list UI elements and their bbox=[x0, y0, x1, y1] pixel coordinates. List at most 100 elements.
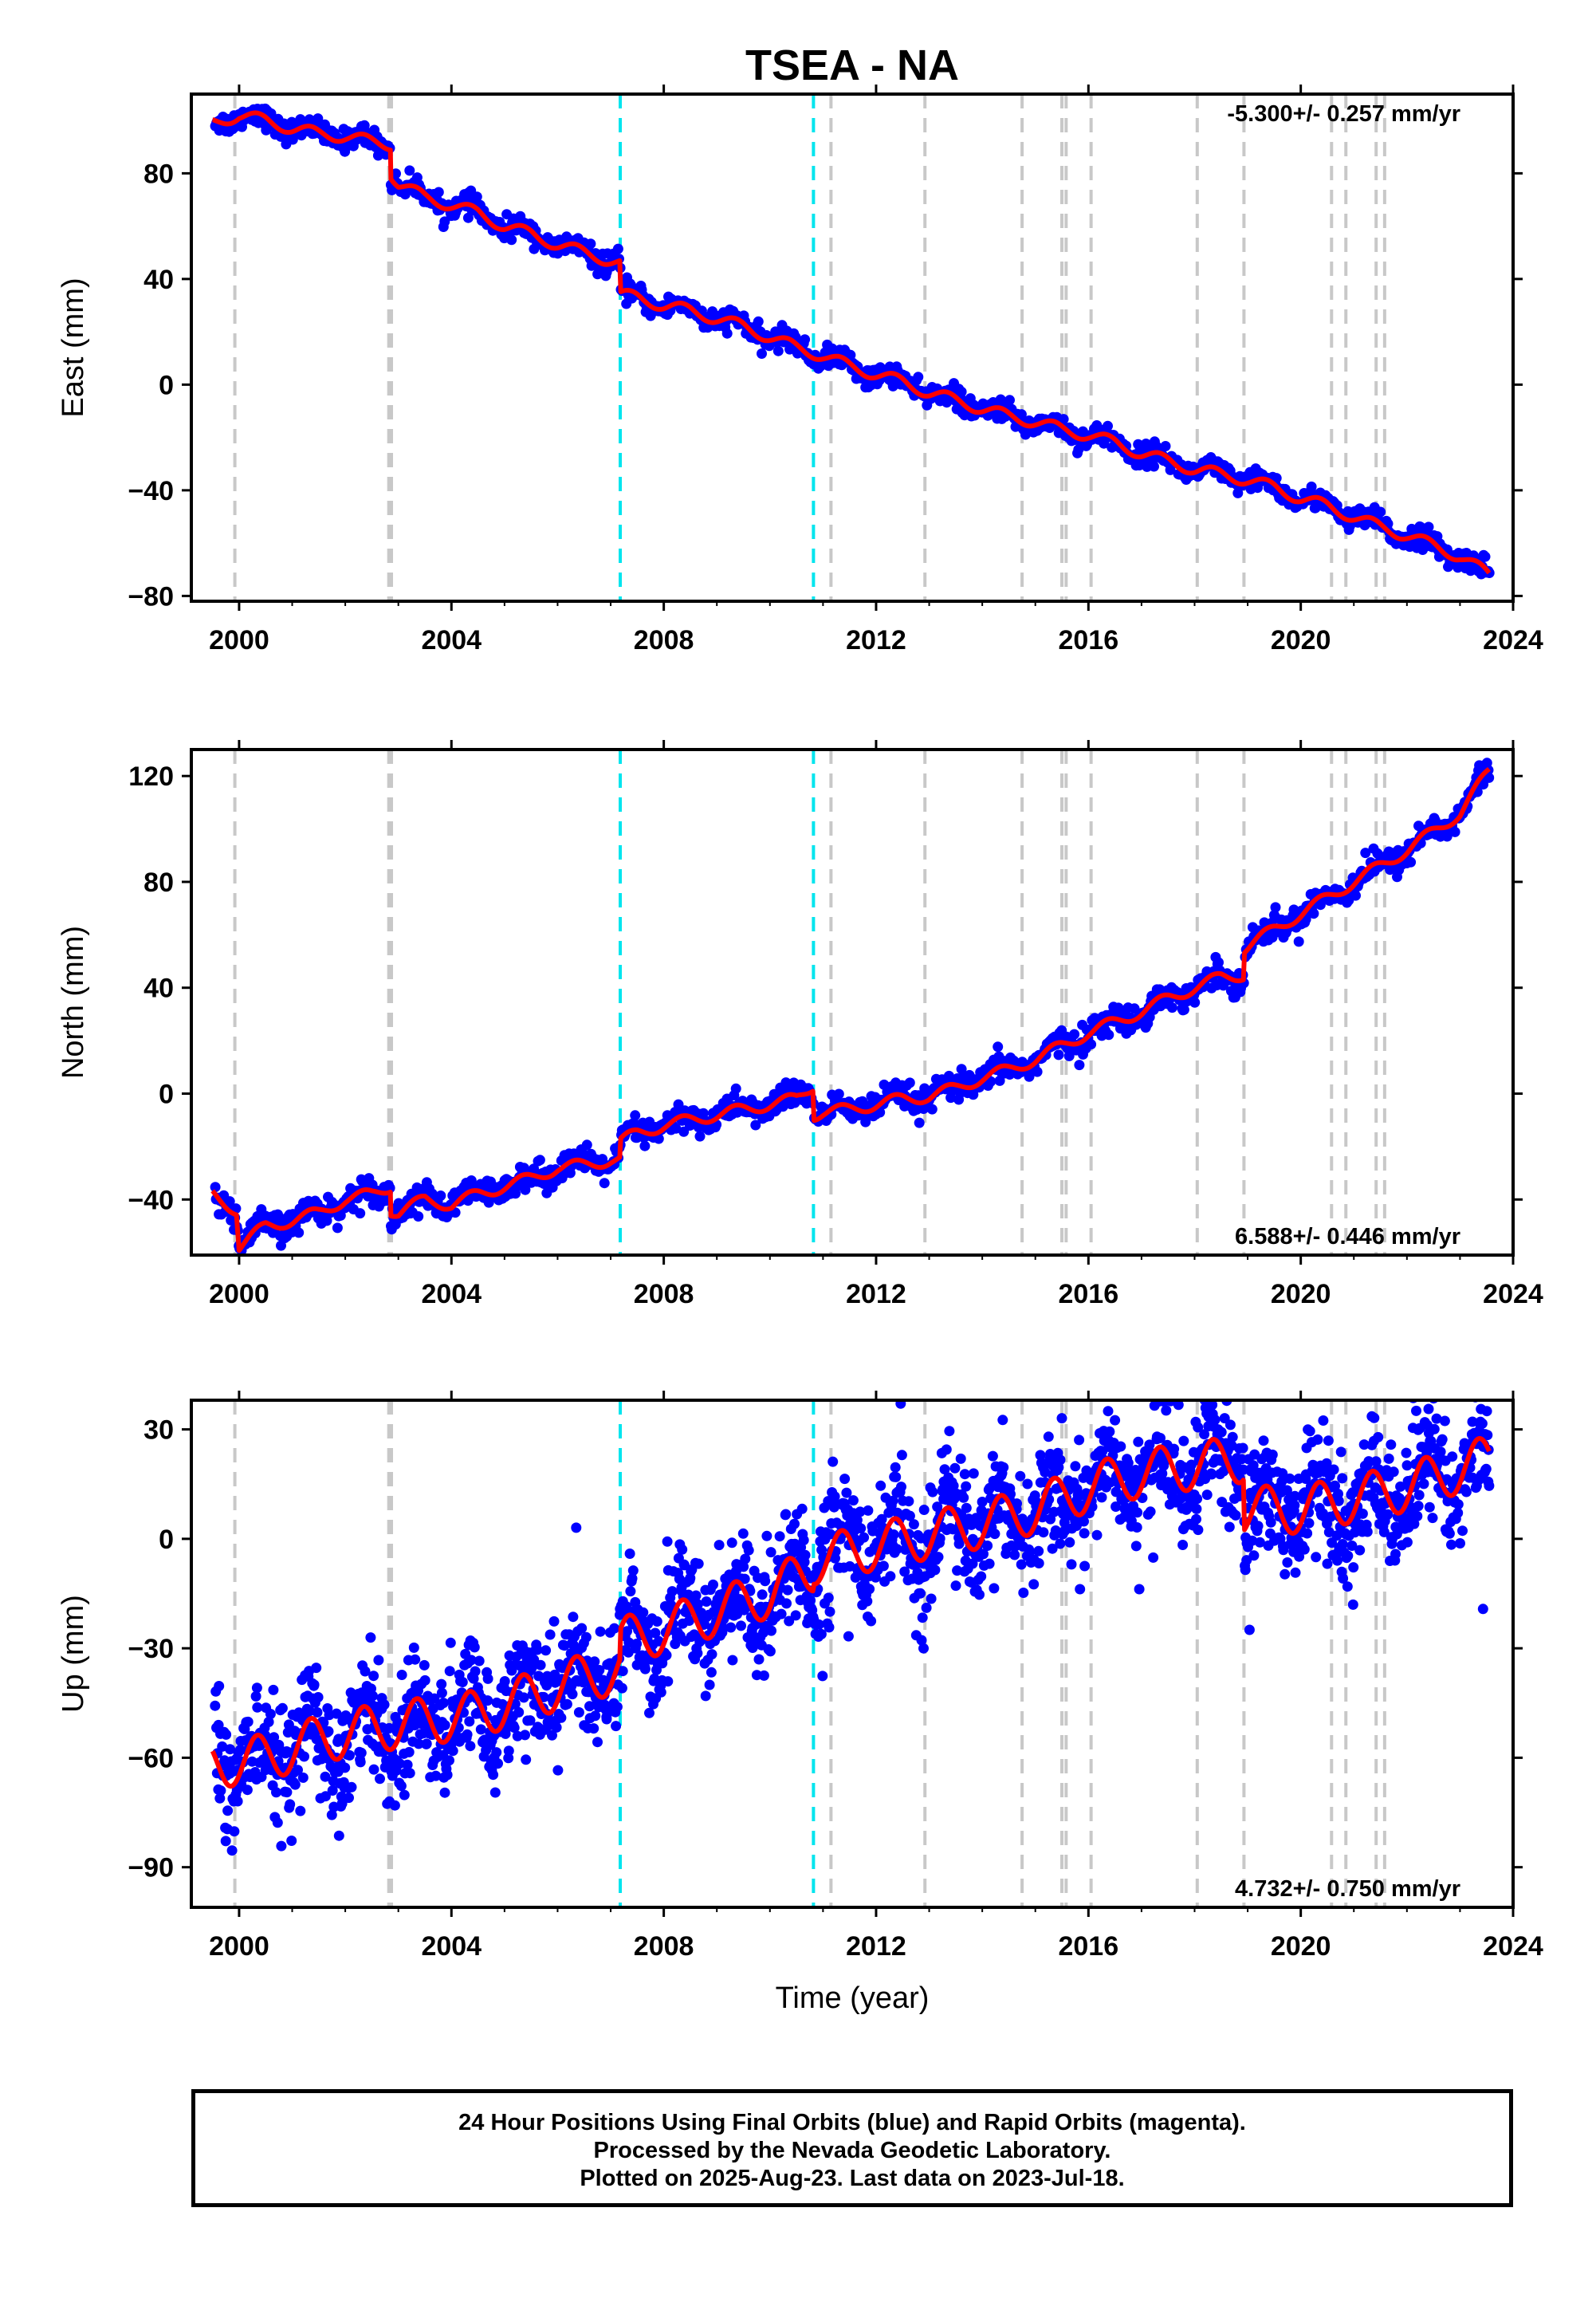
east-data-point bbox=[1004, 395, 1015, 406]
up-data-point bbox=[713, 1540, 725, 1551]
up-data-point bbox=[1362, 1526, 1373, 1537]
up-data-point bbox=[817, 1671, 828, 1682]
up-data-point bbox=[918, 1505, 930, 1515]
up-data-point bbox=[611, 1721, 622, 1732]
up-data-point bbox=[1227, 1431, 1238, 1442]
up-data-point bbox=[1429, 1400, 1439, 1404]
up-data-point bbox=[700, 1690, 711, 1702]
up-data-point bbox=[544, 1629, 556, 1640]
up-data-point bbox=[1110, 1415, 1121, 1426]
up-data-point bbox=[1055, 1538, 1066, 1549]
up-data-point bbox=[727, 1655, 738, 1666]
up-data-point bbox=[232, 1796, 243, 1807]
up-data-point bbox=[404, 1768, 415, 1779]
up-data-point bbox=[465, 1741, 476, 1752]
up-data-point bbox=[989, 1529, 1000, 1540]
up-data-point bbox=[743, 1545, 754, 1556]
up-data-point bbox=[1453, 1499, 1464, 1510]
up-data-point bbox=[1192, 1493, 1203, 1505]
up-data-point bbox=[438, 1698, 449, 1709]
up-data-point bbox=[499, 1676, 510, 1686]
up-data-point bbox=[309, 1679, 320, 1690]
east-data-point bbox=[287, 134, 298, 145]
up-data-point bbox=[863, 1505, 874, 1516]
north-xtick-label: 2000 bbox=[209, 1279, 269, 1309]
up-data-point bbox=[706, 1649, 717, 1660]
up-data-point bbox=[725, 1622, 737, 1633]
up-data-point bbox=[918, 1643, 929, 1654]
up-data-point bbox=[1401, 1447, 1412, 1458]
up-data-point bbox=[277, 1702, 288, 1714]
east-data-point bbox=[612, 243, 623, 254]
up-data-point bbox=[1038, 1527, 1049, 1538]
up-data-point bbox=[457, 1677, 468, 1687]
up-data-point bbox=[1304, 1426, 1315, 1437]
north-data-point bbox=[926, 1104, 938, 1115]
up-data-point bbox=[736, 1620, 746, 1631]
up-data-point bbox=[1423, 1403, 1434, 1415]
up-data-point bbox=[475, 1724, 486, 1735]
up-data-point bbox=[311, 1663, 322, 1674]
up-data-point bbox=[1224, 1521, 1235, 1533]
north-data-point bbox=[1166, 1002, 1177, 1013]
up-data-point bbox=[1079, 1560, 1091, 1572]
up-data-point bbox=[442, 1769, 453, 1781]
up-data-point bbox=[1131, 1522, 1142, 1533]
up-data-point bbox=[552, 1765, 564, 1776]
north-ylabel: North (mm) bbox=[57, 926, 90, 1079]
up-data-point bbox=[1418, 1478, 1429, 1490]
up-data-point bbox=[1169, 1443, 1180, 1454]
up-data-point bbox=[1318, 1415, 1329, 1426]
up-data-point bbox=[439, 1720, 450, 1730]
up-data-point bbox=[1103, 1406, 1114, 1417]
north-data-point bbox=[1293, 936, 1304, 947]
up-data-point bbox=[638, 1607, 649, 1618]
up-data-point bbox=[333, 1830, 344, 1841]
up-data-point bbox=[419, 1675, 430, 1686]
up-data-point bbox=[568, 1612, 579, 1623]
up-data-point bbox=[1413, 1490, 1425, 1501]
up-data-point bbox=[1401, 1537, 1413, 1548]
north-xtick-label: 2004 bbox=[421, 1279, 482, 1309]
up-data-point bbox=[251, 1682, 262, 1694]
up-points-group bbox=[210, 1400, 1495, 1856]
up-data-point bbox=[1424, 1501, 1435, 1513]
up-data-point bbox=[242, 1716, 254, 1727]
up-data-point bbox=[847, 1495, 859, 1506]
north-data-point bbox=[332, 1222, 343, 1234]
east-data-point bbox=[585, 238, 596, 250]
up-data-point bbox=[297, 1772, 309, 1783]
up-data-point bbox=[997, 1415, 1008, 1426]
up-data-point bbox=[627, 1565, 639, 1576]
up-data-point bbox=[859, 1532, 870, 1543]
north-data-point bbox=[1069, 1029, 1080, 1040]
north-data-point bbox=[1270, 902, 1281, 913]
up-data-point bbox=[616, 1682, 627, 1694]
north-data-point bbox=[355, 1208, 366, 1219]
up-data-point bbox=[1484, 1480, 1495, 1491]
up-data-point bbox=[1282, 1557, 1293, 1568]
up-data-point bbox=[226, 1845, 238, 1856]
up-data-point bbox=[1216, 1427, 1227, 1438]
east-frame bbox=[190, 92, 1515, 603]
north-data-point bbox=[1405, 856, 1417, 868]
up-data-point bbox=[1335, 1446, 1346, 1458]
north-data-point bbox=[224, 1196, 235, 1207]
up-data-point bbox=[774, 1531, 785, 1542]
north-data-point bbox=[534, 1155, 545, 1166]
up-data-point bbox=[987, 1450, 998, 1462]
up-data-point bbox=[365, 1632, 376, 1643]
up-data-point bbox=[285, 1799, 296, 1810]
up-data-point bbox=[1357, 1508, 1368, 1519]
east-xtick-label: 2012 bbox=[846, 625, 906, 655]
up-data-point bbox=[926, 1593, 937, 1604]
north-data-point bbox=[670, 1123, 682, 1134]
up-data-point bbox=[436, 1687, 447, 1698]
up-data-point bbox=[1258, 1435, 1269, 1446]
up-data-point bbox=[1437, 1434, 1448, 1445]
up-data-point bbox=[1439, 1415, 1450, 1427]
up-data-point bbox=[1299, 1544, 1310, 1555]
north-data-point bbox=[210, 1182, 221, 1193]
up-data-point bbox=[908, 1519, 919, 1530]
